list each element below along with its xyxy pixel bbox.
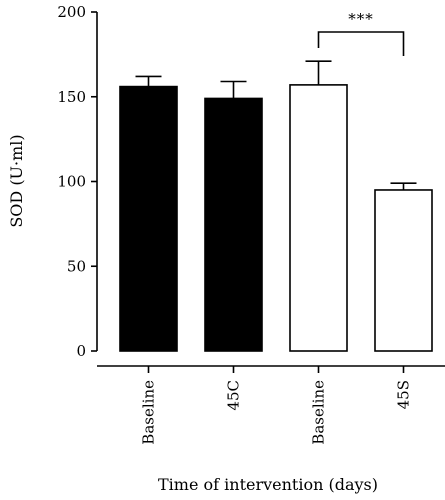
x-tick-label-3: Baseline xyxy=(310,380,328,445)
bar-1 xyxy=(119,85,178,352)
y-axis: 0 50 100 150 200 xyxy=(57,3,98,360)
error-bars-group xyxy=(135,60,417,190)
bar-2 xyxy=(204,97,263,352)
y-tick-label: 0 xyxy=(76,342,86,360)
x-axis-title: Time of intervention (days) xyxy=(158,475,378,494)
x-tick-label-4: 45S xyxy=(395,380,413,409)
y-tick-label: 200 xyxy=(57,3,86,21)
bar-4 xyxy=(374,189,433,352)
y-axis-title: SOD (U·ml) xyxy=(7,134,26,227)
bar-3 xyxy=(289,84,348,352)
significance-annotation: *** xyxy=(317,10,405,56)
x-axis: Baseline 45C Baseline 45S xyxy=(97,365,445,445)
y-tick-label: 50 xyxy=(67,257,86,275)
significance-label: *** xyxy=(348,10,374,28)
x-tick-label-1: Baseline xyxy=(140,380,158,445)
y-tick-label: 100 xyxy=(57,173,86,191)
y-tick-label: 150 xyxy=(57,88,86,106)
x-tick-label-2: 45C xyxy=(225,380,243,411)
bars-group xyxy=(119,84,433,352)
significance-bracket xyxy=(317,31,405,56)
